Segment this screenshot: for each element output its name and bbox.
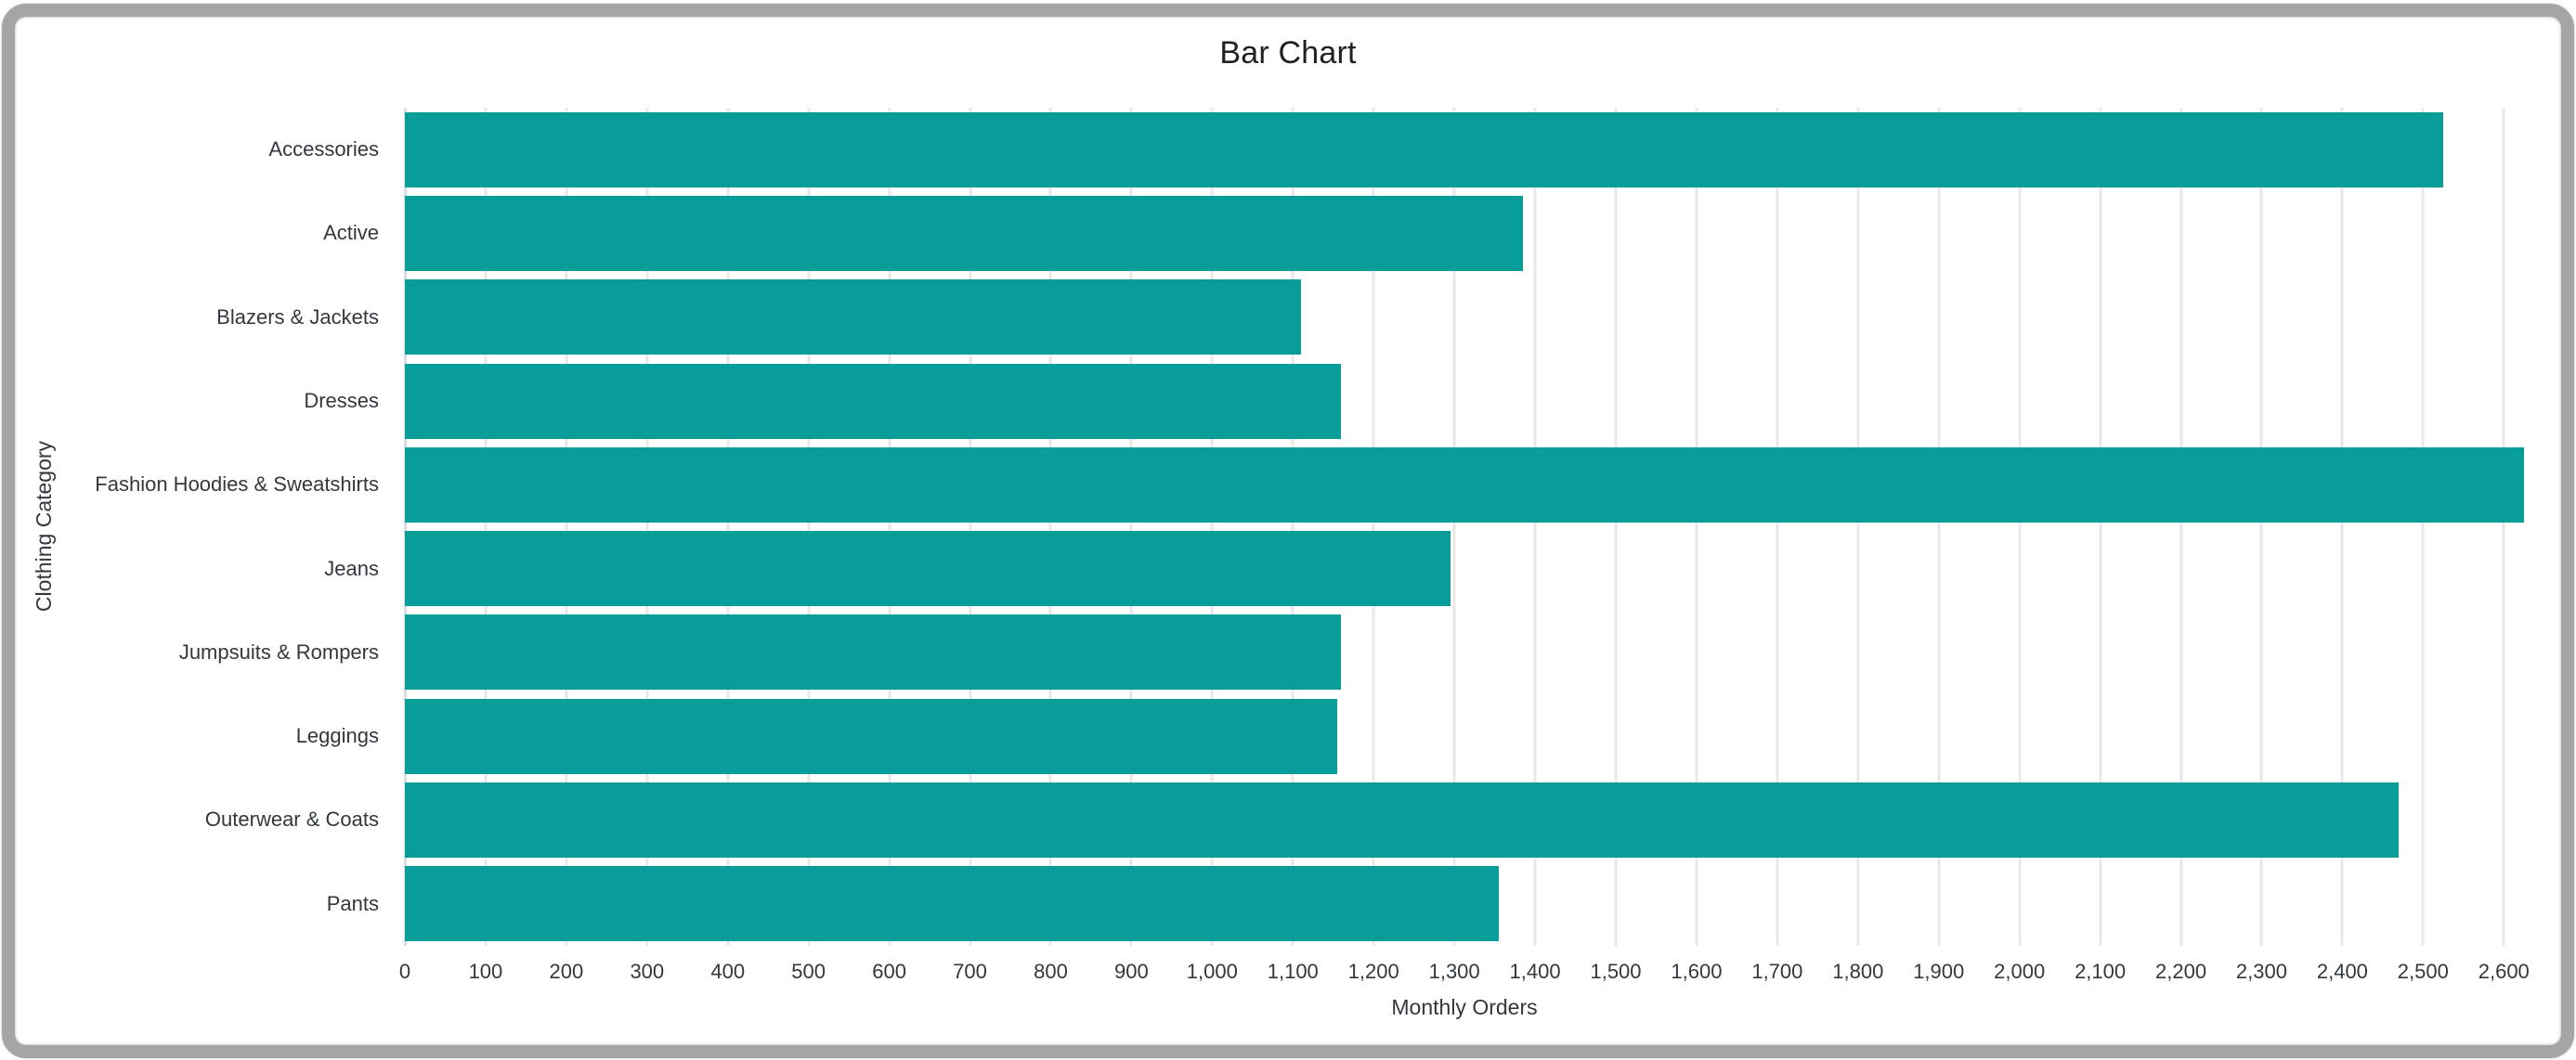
bar-outerwear-coats xyxy=(405,782,2400,859)
gridline-x-1000 xyxy=(1210,108,1214,946)
y-tick-label: Accessories xyxy=(268,137,379,161)
gridline-x-200 xyxy=(565,108,568,946)
gridline-x-1500 xyxy=(1614,108,1618,946)
bar-leggings xyxy=(405,698,1338,774)
gridline-x-1100 xyxy=(1291,108,1295,946)
x-tick-label: 2,500 xyxy=(2397,960,2449,983)
y-tick-label: Pants xyxy=(326,891,379,915)
x-tick-label: 600 xyxy=(872,960,906,983)
bar-dresses xyxy=(405,363,1342,439)
x-tick-label: 2,000 xyxy=(1994,960,2046,983)
y-tick-label: Outerwear & Coats xyxy=(204,808,379,832)
x-tick-label: 900 xyxy=(1114,960,1149,983)
bar-accessories xyxy=(405,111,2444,187)
x-tick-label: 1,500 xyxy=(1590,960,1642,983)
x-tick-label: 1,400 xyxy=(1509,960,1561,983)
y-tick-label: Active xyxy=(323,221,379,245)
gridline-x-2200 xyxy=(2179,108,2183,946)
bar-fashion-hoodies-sweatshirts xyxy=(405,446,2524,523)
x-tick-label: 2,200 xyxy=(2155,960,2207,983)
x-axis-title: Monthly Orders xyxy=(1391,995,1538,1019)
gridline-x-700 xyxy=(969,108,972,946)
x-tick-label: 300 xyxy=(630,960,665,983)
plot-area xyxy=(404,108,2524,946)
gridline-x-2100 xyxy=(2099,108,2102,946)
y-tick-label: Fashion Hoodies & Sweatshirts xyxy=(95,472,379,497)
gridline-x-2000 xyxy=(2018,108,2022,946)
x-tick-label: 1,600 xyxy=(1671,960,1723,983)
x-tick-label: 1,100 xyxy=(1267,960,1319,983)
gridline-x-1600 xyxy=(1695,108,1698,946)
gridline-x-600 xyxy=(888,108,891,946)
gridline-x-1400 xyxy=(1533,108,1537,946)
y-tick-label: Blazers & Jackets xyxy=(216,304,379,329)
y-axis-tick-labels: Accessories Active Blazers & Jackets Dresse… xyxy=(0,108,379,946)
gridline-x-100 xyxy=(484,108,488,946)
gridline-x-2300 xyxy=(2259,108,2263,946)
gridline-x-2500 xyxy=(2421,108,2425,946)
gridline-x-1300 xyxy=(1452,108,1456,946)
x-tick-label: 2,400 xyxy=(2316,960,2368,983)
x-axis-tick-labels: 0 100 200 300 400 500 600 700 800 900 1,000 1,100 1,… xyxy=(399,959,2530,987)
bar-jeans xyxy=(405,531,1451,607)
gridline-x-2400 xyxy=(2340,108,2344,946)
x-tick-label: 2,100 xyxy=(2075,960,2127,983)
y-tick-label: Dresses xyxy=(304,388,379,412)
y-tick-label: Jumpsuits & Rompers xyxy=(178,640,379,664)
x-tick-label: 1,000 xyxy=(1186,960,1238,983)
bar-pants xyxy=(405,866,1499,942)
gridline-x-900 xyxy=(1129,108,1133,946)
gridline-x-2600 xyxy=(2502,108,2505,946)
x-tick-label: 700 xyxy=(953,960,987,983)
x-tick-label: 0 xyxy=(398,960,411,983)
x-tick-label: 1,200 xyxy=(1347,960,1399,983)
y-axis-line xyxy=(404,108,407,946)
x-tick-label: 1,300 xyxy=(1428,960,1480,983)
x-tick-label: 2,300 xyxy=(2235,960,2287,983)
x-tick-label: 500 xyxy=(791,960,826,983)
gridline-x-1700 xyxy=(1776,108,1779,946)
chart-title: Bar Chart xyxy=(1219,35,1357,71)
x-tick-label: 400 xyxy=(710,960,746,983)
y-tick-label: Jeans xyxy=(324,556,379,580)
x-tick-label: 1,800 xyxy=(1832,960,1884,983)
gridline-x-1800 xyxy=(1856,108,1860,946)
bar-jumpsuits-rompers xyxy=(405,614,1342,691)
x-tick-label: 2,600 xyxy=(2478,960,2530,983)
gridline-x-800 xyxy=(1048,108,1052,946)
bar-blazers-jackets xyxy=(405,279,1301,355)
gridline-x-400 xyxy=(726,108,730,946)
bar-active xyxy=(405,195,1524,271)
gridline-x-500 xyxy=(807,108,811,946)
x-tick-label: 100 xyxy=(468,960,503,983)
x-tick-label: 200 xyxy=(549,960,584,983)
gridline-x-1900 xyxy=(1937,108,1941,946)
gridline-x-300 xyxy=(645,108,649,946)
x-tick-label: 800 xyxy=(1034,960,1068,983)
x-tick-label: 1,900 xyxy=(1913,960,1965,983)
gridline-x-1200 xyxy=(1372,108,1375,946)
y-tick-label: Leggings xyxy=(295,724,379,748)
x-tick-label: 1,700 xyxy=(1751,960,1803,983)
